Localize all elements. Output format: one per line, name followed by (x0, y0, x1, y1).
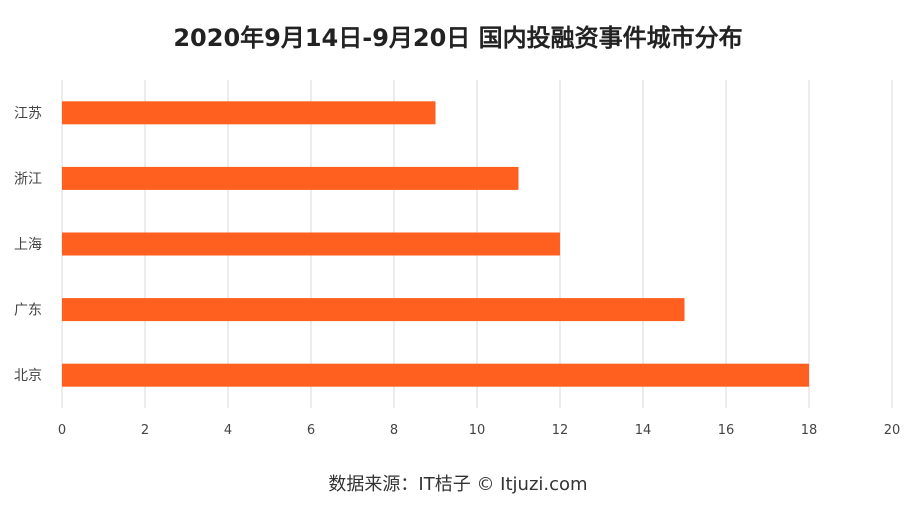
x-tick-label: 8 (390, 423, 398, 438)
data-source: 数据来源：IT桔子 © Itjuzi.com (328, 474, 588, 495)
x-tick-label: 10 (469, 423, 486, 438)
category-label: 江苏 (14, 106, 42, 122)
category-label: 浙江 (14, 171, 42, 187)
chart-title: 2020年9月14日-9月20日 国内投融资事件城市分布 (173, 24, 743, 52)
x-tick-label: 12 (552, 423, 569, 438)
bars (62, 101, 809, 387)
x-tick-labels: 0 2 4 6 8 10 12 14 16 18 20 (58, 423, 900, 438)
x-tick-label: 20 (884, 423, 901, 438)
bar-3 (62, 232, 560, 256)
category-label: 广东 (14, 303, 42, 319)
x-tick-label: 14 (635, 423, 652, 438)
category-label: 北京 (14, 368, 42, 384)
x-tick-label: 0 (58, 423, 66, 438)
bar-2 (62, 166, 519, 190)
bar-1 (62, 101, 436, 125)
bar-4 (62, 298, 685, 322)
x-tick-label: 2 (141, 423, 149, 438)
x-tick-label: 16 (718, 423, 735, 438)
bar-5 (62, 363, 809, 387)
x-tick-label: 6 (307, 423, 315, 438)
x-tick-label: 18 (801, 423, 818, 438)
category-label: 上海 (14, 237, 42, 253)
x-tick-label: 4 (224, 423, 232, 438)
